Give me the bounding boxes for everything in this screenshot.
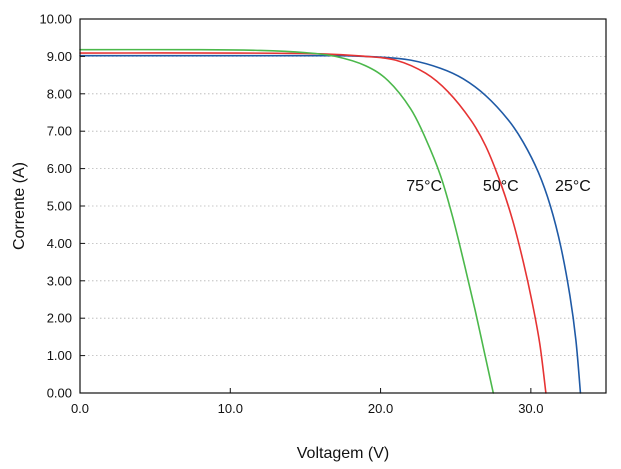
temperature-label: 50°C — [483, 178, 519, 195]
y-tick-label: 4.00 — [47, 236, 72, 251]
x-tick-label: 10.0 — [218, 401, 243, 416]
x-tick-label: 20.0 — [368, 401, 393, 416]
x-tick-label: 0.0 — [71, 401, 89, 416]
y-axis-title: Corrente (A) — [11, 162, 28, 250]
y-tick-label: 6.00 — [47, 161, 72, 176]
x-axis-title: Voltagem (V) — [297, 445, 389, 462]
x-tick-label: 30.0 — [518, 401, 543, 416]
series-line-75c — [79, 48, 495, 394]
y-tick-label: 2.00 — [47, 311, 72, 326]
y-tick-label: 5.00 — [47, 199, 72, 214]
plot-frame — [79, 18, 607, 394]
y-tick-label: 1.00 — [47, 348, 72, 363]
y-tick-label: 10.00 — [39, 12, 72, 27]
temperature-label: 75°C — [406, 178, 442, 195]
y-tick-label: 9.00 — [47, 49, 72, 64]
temperature-label: 25°C — [555, 178, 591, 195]
series-annotations: 75°C 50°C 25°C — [406, 178, 591, 195]
series-line-25c — [79, 54, 582, 394]
y-tick-label: 0.00 — [47, 386, 72, 401]
y-tick-label: 7.00 — [47, 124, 72, 139]
axis-ticks: 0.00 1.00 2.00 3.00 4.00 5.00 6.00 7.00 8.00 9.00… — [39, 12, 543, 417]
grid-lines — [80, 56, 606, 357]
series-lines — [79, 48, 582, 394]
series-line-50c — [79, 52, 547, 394]
y-tick-label: 8.00 — [47, 86, 72, 101]
y-tick-label: 3.00 — [47, 273, 72, 288]
